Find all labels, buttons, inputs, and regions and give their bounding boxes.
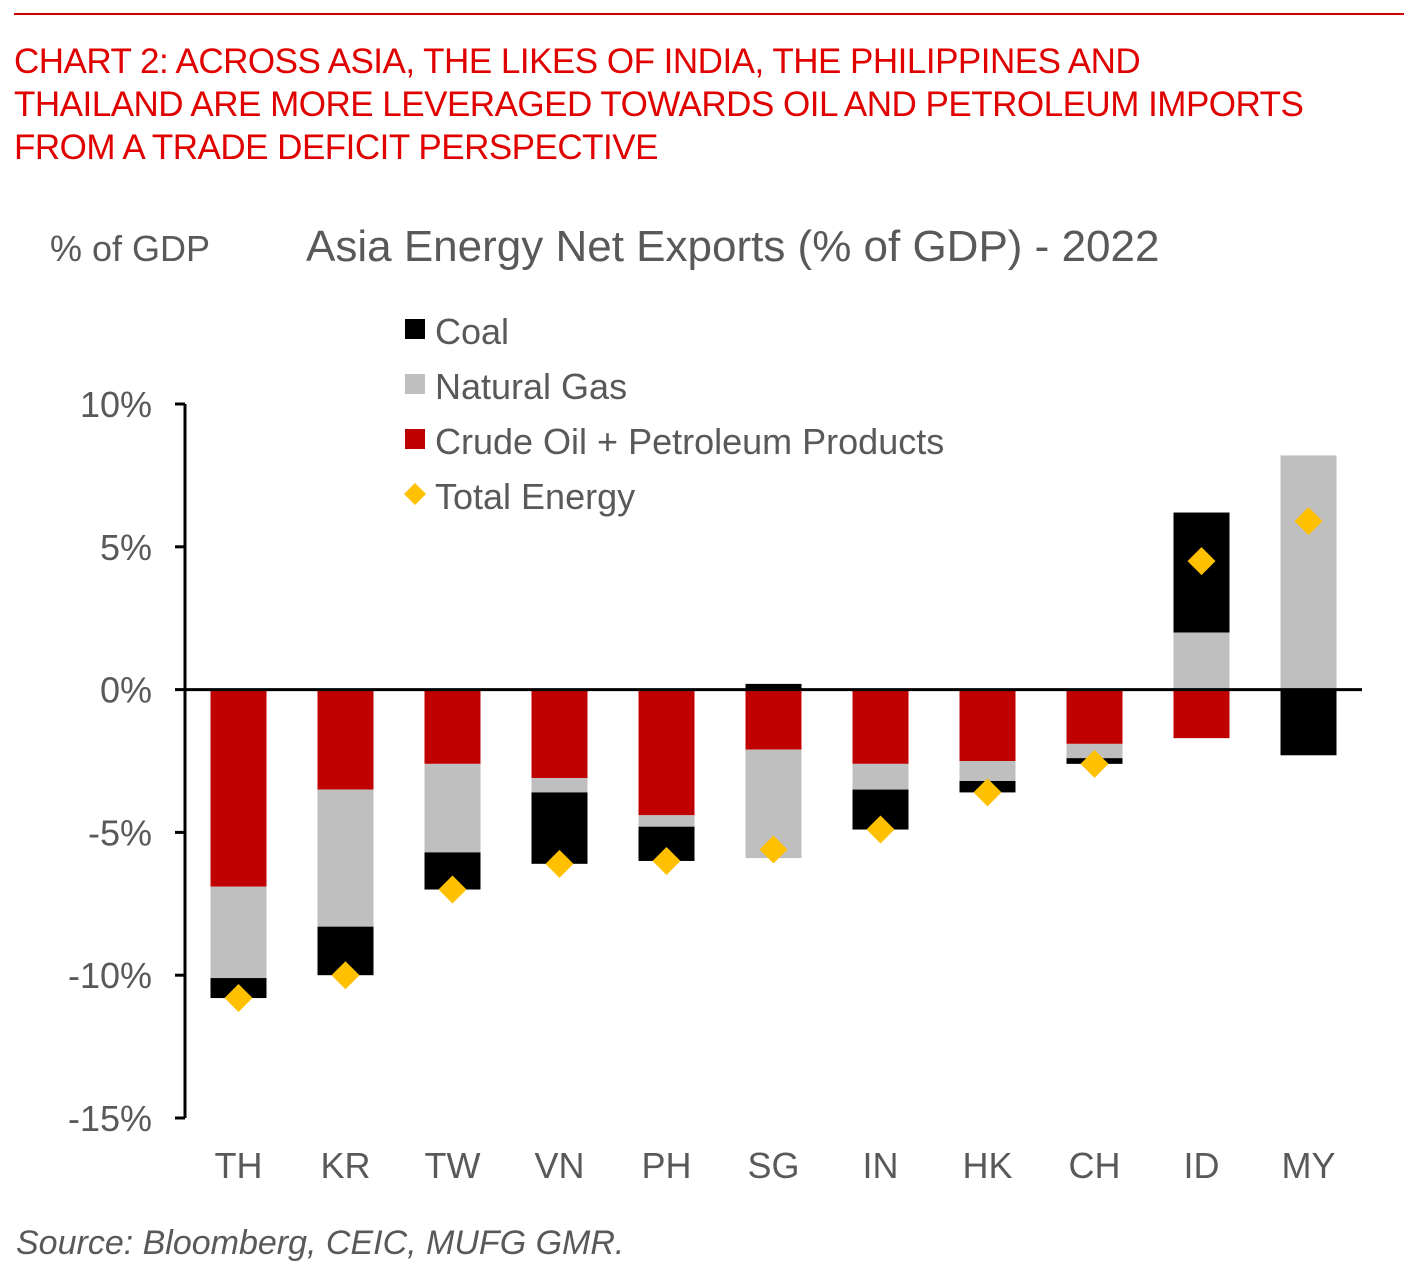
total-energy-marker-ph bbox=[652, 846, 681, 875]
x-tick-label: VN bbox=[534, 1145, 584, 1186]
y-tick-label: 0% bbox=[100, 670, 152, 711]
legend-label: Crude Oil + Petroleum Products bbox=[435, 421, 944, 462]
total-energy-marker-kr bbox=[331, 961, 360, 990]
chart-headline: CHART 2: ACROSS ASIA, THE LIKES OF INDIA… bbox=[14, 42, 1304, 167]
x-tick-label: TW bbox=[425, 1145, 481, 1186]
bar-natural-gas-in bbox=[852, 763, 909, 790]
total-energy-marker-ch bbox=[1080, 749, 1109, 778]
bar-natural-gas-vn bbox=[531, 778, 588, 793]
bar-crude-oil-petroleum-products-tw bbox=[424, 689, 481, 764]
total-energy-marker-tw bbox=[438, 875, 467, 904]
markers-layer bbox=[224, 507, 1323, 1013]
bar-coal-sg bbox=[745, 683, 802, 690]
legend-label: Natural Gas bbox=[435, 366, 627, 407]
bars-layer bbox=[210, 455, 1337, 999]
total-energy-marker-id bbox=[1187, 547, 1216, 576]
axes-layer: TH KR TW VN PH SG IN HK CH ID MY 10% 5% 0% -5% -10% -15% bbox=[68, 384, 1362, 1186]
legend-swatch-total-energy bbox=[404, 483, 426, 505]
bar-coal-my bbox=[1280, 689, 1337, 756]
y-tick-label: 5% bbox=[100, 527, 152, 568]
total-energy-marker-my bbox=[1294, 507, 1323, 536]
y-tick-label: -10% bbox=[68, 955, 152, 996]
bar-natural-gas-hk bbox=[959, 761, 1016, 781]
bar-crude-oil-petroleum-products-in bbox=[852, 689, 909, 764]
x-tick-label: TH bbox=[215, 1145, 263, 1186]
bar-crude-oil-petroleum-products-ch bbox=[1066, 689, 1123, 744]
bar-crude-oil-petroleum-products-hk bbox=[959, 689, 1016, 761]
total-energy-marker-in bbox=[866, 815, 895, 844]
total-energy-marker-sg bbox=[759, 835, 788, 864]
bar-natural-gas-ph bbox=[638, 815, 695, 827]
chart-title: Asia Energy Net Exports (% of GDP) - 202… bbox=[306, 222, 1160, 271]
x-tick-label: SG bbox=[747, 1145, 799, 1186]
bar-crude-oil-petroleum-products-ph bbox=[638, 689, 695, 816]
bar-natural-gas-th bbox=[210, 886, 267, 979]
legend-swatch-coal bbox=[405, 319, 425, 339]
x-tick-label: IN bbox=[863, 1145, 899, 1186]
bar-natural-gas-my bbox=[1280, 455, 1337, 690]
x-tick-label: CH bbox=[1069, 1145, 1121, 1186]
x-tick-label: KR bbox=[320, 1145, 370, 1186]
x-tick-label: HK bbox=[962, 1145, 1012, 1186]
y-tick-label: -5% bbox=[88, 812, 152, 853]
x-tick-label: PH bbox=[641, 1145, 691, 1186]
x-tick-label: MY bbox=[1282, 1145, 1336, 1186]
bar-crude-oil-petroleum-products-vn bbox=[531, 689, 588, 779]
legend-swatch-natural-gas bbox=[405, 374, 425, 394]
bar-crude-oil-petroleum-products-id bbox=[1173, 689, 1230, 739]
total-energy-marker-th bbox=[224, 984, 253, 1013]
bar-natural-gas-kr bbox=[317, 789, 374, 927]
bar-crude-oil-petroleum-products-kr bbox=[317, 689, 374, 790]
y-axis-label: % of GDP bbox=[50, 228, 211, 269]
legend: Coal Natural Gas Crude Oil + Petroleum Pro… bbox=[404, 311, 944, 517]
top-rule bbox=[14, 13, 1404, 15]
x-tick-label: ID bbox=[1184, 1145, 1220, 1186]
bar-crude-oil-petroleum-products-sg bbox=[745, 689, 802, 750]
legend-label: Total Energy bbox=[435, 476, 635, 517]
bar-natural-gas-id bbox=[1173, 632, 1230, 690]
legend-label: Coal bbox=[435, 311, 509, 352]
y-tick-label: 10% bbox=[80, 384, 152, 425]
y-tick-label: -15% bbox=[68, 1098, 152, 1139]
bar-natural-gas-tw bbox=[424, 763, 481, 853]
bar-crude-oil-petroleum-products-th bbox=[210, 689, 267, 887]
total-energy-marker-hk bbox=[973, 778, 1002, 807]
legend-swatch-crude-oil-petroleum-products bbox=[405, 429, 425, 449]
total-energy-marker-vn bbox=[545, 849, 574, 878]
source-note: Source: Bloomberg, CEIC, MUFG GMR. bbox=[16, 1224, 625, 1262]
